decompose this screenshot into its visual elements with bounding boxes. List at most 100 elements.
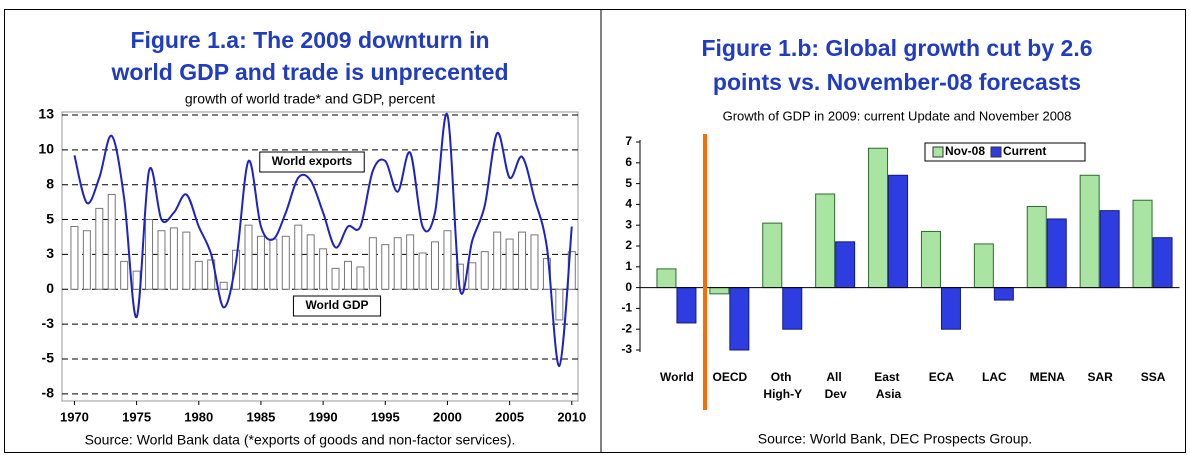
y-tick-label: 3 (625, 217, 632, 231)
x-tick-label: 1970 (60, 409, 89, 424)
x-tick-label: SSA (1141, 370, 1166, 384)
legend-box (924, 142, 1086, 162)
chart-subtitle: growth of world trade* and GDP, percent (185, 91, 435, 107)
x-tick-label: 1985 (246, 409, 275, 424)
bar (418, 252, 427, 290)
x-tick-label: OECD (713, 370, 748, 384)
bar (940, 287, 961, 330)
legend-label: Nov-08 (945, 144, 985, 158)
y-tick-label: 5 (46, 210, 54, 226)
bar (107, 193, 116, 290)
x-tick-label: 2010 (557, 409, 586, 424)
y-tick-label: 0 (625, 280, 632, 294)
bar (232, 249, 241, 290)
bar (782, 287, 803, 330)
bar (729, 287, 750, 351)
line (73, 112, 573, 367)
bar (331, 267, 340, 290)
y-tick-label: 1 (625, 259, 632, 273)
bar (868, 147, 889, 289)
source-note: Source: World Bank, DEC Prospects Group. (758, 431, 1032, 447)
x-tick-label: 1990 (309, 409, 338, 424)
bar (1152, 237, 1173, 289)
x-tick-label: World (660, 370, 694, 384)
bar (676, 287, 697, 324)
bar (244, 224, 253, 290)
bar (70, 226, 79, 290)
chart-a: 13 10 8 5 3 0 -3 -5 -8 1970 1975 1980 1985 1990 1995 20… (38, 106, 586, 425)
legend-label: Current (1003, 144, 1046, 158)
x-tick-label: 2005 (495, 409, 524, 424)
bar (194, 260, 203, 290)
bar (393, 237, 402, 290)
chart-title: world GDP and trade is unprecented (110, 59, 508, 85)
bar (381, 244, 390, 290)
bar (493, 231, 502, 290)
chart-title: Figure 1.a: The 2009 downturn in (130, 27, 489, 53)
y-tick-label: 7 (625, 134, 632, 148)
bar (319, 248, 328, 290)
bar (993, 287, 1014, 301)
x-tick-label: Oth High-Y (763, 370, 802, 401)
legend: Nov-08 Current (924, 142, 1086, 162)
bar (281, 235, 290, 290)
x-tick-label: ECA (929, 370, 955, 384)
bar (888, 174, 909, 289)
y-tick-label: 3 (46, 245, 54, 261)
chart-title: Figure 1.b: Global growth cut by 2.6 (701, 35, 1092, 61)
y-tick-label: 6 (625, 155, 632, 169)
y-tick-label: 13 (38, 106, 54, 122)
bar (835, 241, 856, 289)
y-tick-label: 10 (38, 141, 54, 157)
bar (182, 231, 191, 290)
bar (406, 234, 415, 290)
series-label: World GDP (305, 298, 368, 312)
bar (1099, 210, 1120, 289)
x-tick-label: MENA (1030, 370, 1066, 384)
bar (468, 262, 477, 290)
series-label-box (292, 295, 382, 317)
series-label-box (259, 151, 365, 173)
chart-b: -3 -2 -1 0 1 2 3 4 5 6 7 World OECD Oth High-Y All Dev… (621, 134, 1180, 401)
x-tick-label: 2000 (433, 409, 462, 424)
bar (555, 288, 564, 321)
y-tick-label: -5 (42, 350, 55, 366)
bar (269, 238, 278, 290)
x-tick-label: East Asia (874, 370, 903, 401)
y-tick-label: 4 (625, 197, 632, 211)
y-tick-label: 2 (625, 238, 632, 252)
bar (1046, 218, 1067, 289)
y-tick-label: 5 (625, 176, 632, 190)
bar (1079, 174, 1100, 289)
bar (368, 237, 377, 290)
bar (157, 230, 166, 290)
bar (256, 235, 265, 290)
bar (145, 219, 154, 290)
bar (95, 207, 104, 290)
chart-title: points vs. November-08 forecasts (713, 69, 1081, 95)
bar (82, 230, 91, 290)
y-tick-label: -8 (42, 385, 55, 401)
bar (343, 260, 352, 290)
x-tick-label: 1975 (122, 409, 151, 424)
bar (132, 270, 141, 290)
frame (4, 9, 1186, 453)
bar (505, 238, 514, 290)
x-tick-label: SAR (1087, 370, 1113, 384)
x-tick-label: All Dev (825, 370, 847, 401)
y-tick-label: -1 (621, 301, 632, 315)
bar (480, 251, 489, 290)
chart-subtitle: Growth of GDP in 2009: current Update an… (723, 108, 1072, 123)
legend-swatch (990, 146, 1002, 158)
legend-swatch (932, 146, 944, 158)
y-tick-label: 0 (46, 280, 54, 296)
y-tick-label: -3 (42, 315, 55, 331)
y-tick-label: 8 (46, 175, 54, 191)
bar (219, 281, 228, 290)
bar (120, 260, 129, 290)
bar (656, 268, 677, 289)
x-tick-label: 1980 (184, 409, 213, 424)
bar (294, 224, 303, 290)
